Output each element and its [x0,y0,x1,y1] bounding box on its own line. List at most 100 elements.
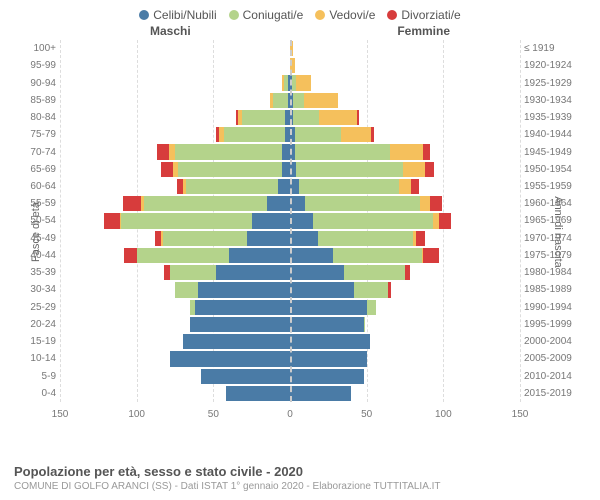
bar-segment [290,369,364,384]
female-bar [290,369,600,384]
bar-segment [242,110,285,125]
bar-segment [247,231,290,246]
female-bar [290,213,600,228]
female-bar [290,93,600,108]
bar-segment [313,213,433,228]
x-tick-label: 150 [52,409,69,420]
female-bar [290,265,600,280]
male-bar [0,231,290,246]
bar-segment [252,213,290,228]
male-bar [0,317,290,332]
bar-segment [341,127,372,142]
bar-segment [290,317,364,332]
bar-segment [161,162,173,177]
bar-segment [371,127,374,142]
male-bar [0,110,290,125]
x-tick-label: 50 [361,409,372,420]
legend-swatch [229,10,239,20]
bar-segment [296,75,311,90]
bar-segment [296,162,403,177]
bar-segment [198,282,290,297]
female-bar [290,75,600,90]
male-bar [0,351,290,366]
bar-segment [278,179,290,194]
chart-area: Maschi Femmine Fasce di età Anni di nasc… [20,26,580,426]
bar-segment [295,127,341,142]
bar-segment [290,386,351,401]
bar-segment [124,248,136,263]
bar-segment [186,179,278,194]
bar-segment [267,196,290,211]
bar-segment [420,196,429,211]
bar-segment [305,196,420,211]
bar-segment [295,144,390,159]
legend-item: Coniugati/e [229,8,304,22]
bar-segment [299,179,399,194]
bar-segment [170,351,290,366]
male-bar [0,265,290,280]
male-bar [0,300,290,315]
x-tick-label: 50 [208,409,219,420]
bar-segment [319,110,357,125]
legend-swatch [139,10,149,20]
bar-segment [290,300,367,315]
bar-segment [201,369,290,384]
legend: Celibi/Nubili Coniugati/e Vedovi/e Divorzia… [0,0,600,26]
bar-segment [318,231,413,246]
bar-segment [293,110,319,125]
female-bar [290,300,600,315]
male-bar [0,127,290,142]
bar-segment [229,248,290,263]
male-bar [0,75,290,90]
x-tick-label: 100 [128,409,145,420]
footer-title: Popolazione per età, sesso e stato civil… [14,464,586,479]
bar-segment [175,282,198,297]
male-bar [0,248,290,263]
female-bar [290,179,600,194]
legend-label: Divorziati/e [401,8,460,22]
male-bar [0,386,290,401]
female-bar [290,162,600,177]
female-bar [290,41,600,56]
bar-segment [403,162,424,177]
footer-subtitle: COMUNE DI GOLFO ARANCI (SS) - Dati ISTAT… [14,481,586,492]
male-bar [0,369,290,384]
bar-segment [290,196,305,211]
female-bar [290,127,600,142]
bar-segment [416,231,425,246]
bar-segment [388,282,391,297]
bar-segment [290,282,354,297]
bar-segment [183,334,290,349]
bar-segment [170,265,216,280]
bar-segment [163,231,247,246]
legend-item: Divorziati/e [387,8,460,22]
female-bar [290,282,600,297]
male-bar [0,162,290,177]
female-bar [290,196,600,211]
x-tick-label: 150 [512,409,529,420]
bar-segment [123,196,141,211]
bar-segment [430,196,442,211]
female-bar [290,144,600,159]
legend-item: Vedovi/e [315,8,375,22]
bar-segment [290,231,318,246]
bar-segment [423,248,438,263]
female-bar [290,58,600,73]
bar-segment [282,162,290,177]
bar-segment [333,248,422,263]
male-bar [0,196,290,211]
female-bar [290,334,600,349]
bar-segment [411,179,419,194]
legend-label: Coniugati/e [243,8,304,22]
bar-segment [282,144,290,159]
bar-segment [195,300,290,315]
male-bar [0,93,290,108]
bar-segment [137,248,229,263]
female-bar [290,351,600,366]
bar-segment [425,162,434,177]
male-bar [0,334,290,349]
bar-segment [390,144,424,159]
plot: 15010050050100150100+≤ 191995-991920-192… [60,40,520,402]
bar-segment [357,110,359,125]
legend-item: Celibi/Nubili [139,8,216,22]
